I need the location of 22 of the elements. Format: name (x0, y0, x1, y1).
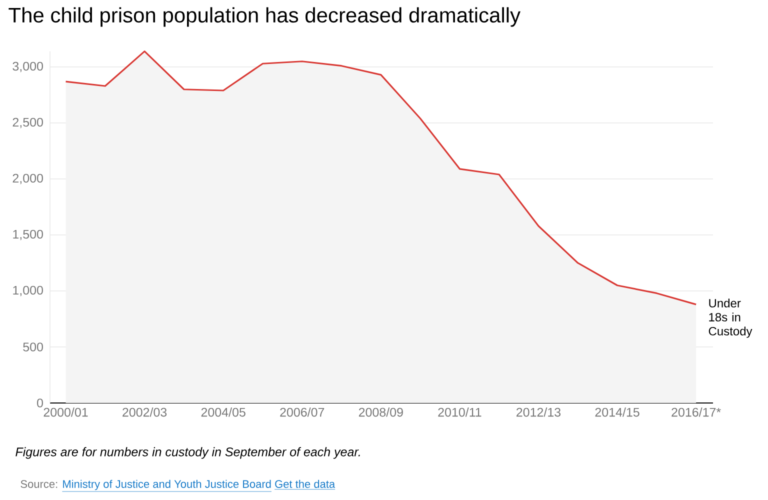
x-tick-label: 2004/05 (201, 408, 246, 417)
series-label: Under 18s in Custody (708, 298, 752, 338)
source-note: Source: (20, 480, 58, 488)
chart-title: The child prison population has decreased dramatically (8, 7, 520, 27)
y-tick-label: 2,000 (12, 174, 43, 184)
y-tick-label: 0 (37, 398, 43, 408)
y-tick-label: 1,500 (13, 230, 43, 240)
text: Ministry of Justice and Youth Justice Board (63, 480, 271, 490)
x-tick-label: 2002/03 (122, 408, 167, 417)
x-tick-label: 2008/09 (358, 408, 403, 417)
x-tick-label: 2006/07 (280, 408, 324, 417)
x-tick-label: 2010/11 (438, 408, 482, 417)
text: Get the data (275, 480, 336, 488)
x-tick-label: 2012/13 (516, 408, 561, 417)
y-tick-label: 3,000 (12, 62, 43, 72)
text: Figures are for numbers in custody in September of each year. (16, 447, 360, 459)
y-tick-label: 500 (23, 342, 43, 352)
x-tick-label: 2000/01 (44, 408, 88, 417)
x-tick-label: 2016/17* (672, 408, 721, 417)
y-tick-label: 2,500 (12, 118, 43, 128)
x-tick-label: 2014/15 (595, 408, 640, 417)
y-tick-label: 1,000 (13, 286, 43, 296)
